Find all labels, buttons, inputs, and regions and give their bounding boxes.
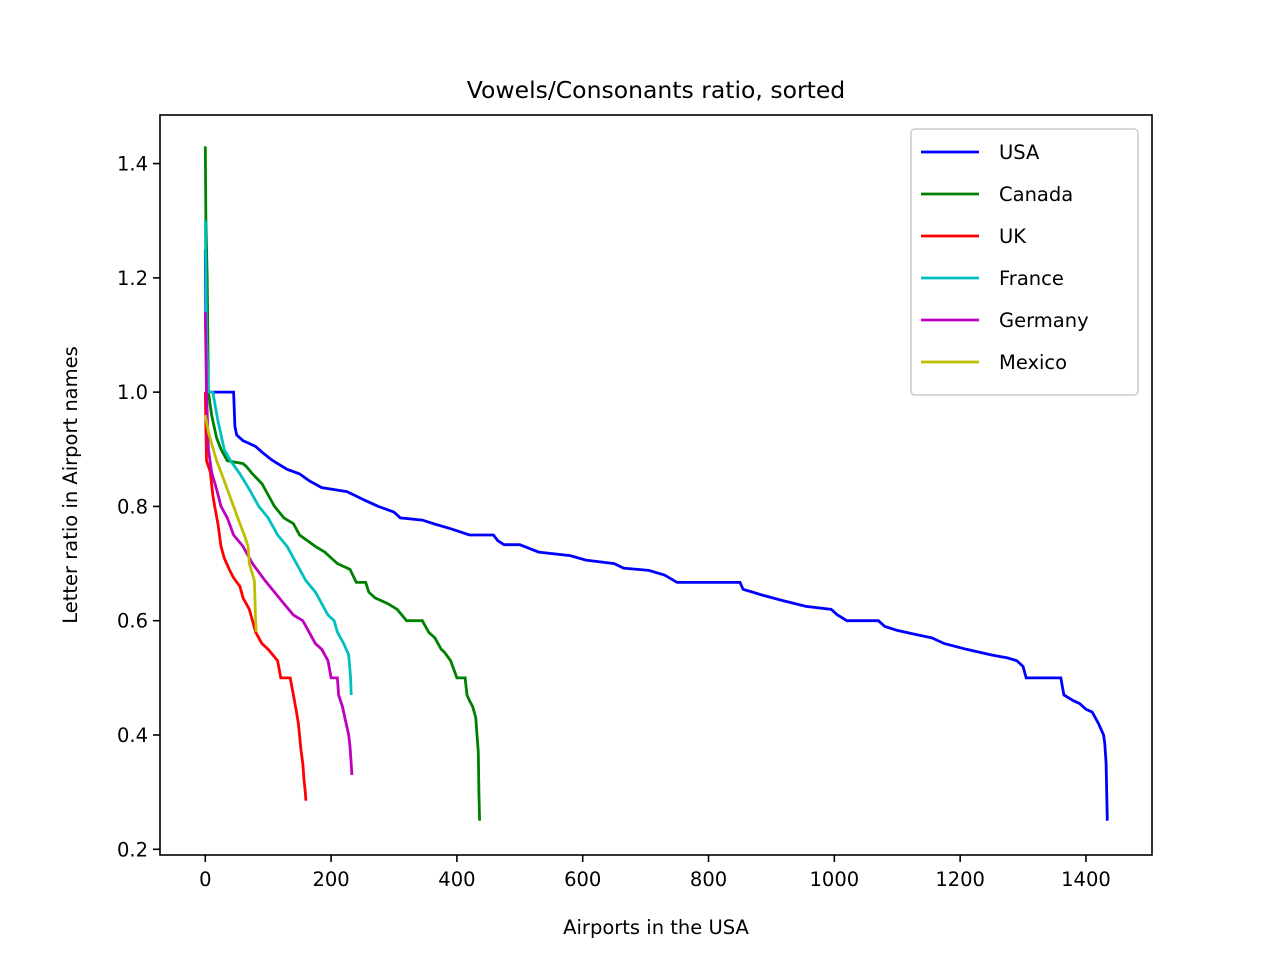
legend-label-mexico: Mexico xyxy=(999,351,1067,374)
x-tick-label: 0 xyxy=(199,868,211,891)
series-line-mexico xyxy=(203,414,258,633)
legend: USA Canada UK France Germany Mexico xyxy=(910,128,1139,396)
y-tick-label: 1.0 xyxy=(117,381,148,404)
series-line-germany xyxy=(203,312,354,776)
y-tick-label: 1.4 xyxy=(117,153,148,176)
x-tick-label: 200 xyxy=(312,868,349,891)
legend-label-usa: USA xyxy=(999,141,1040,164)
axes-frame xyxy=(159,114,1153,856)
x-tick-label: 600 xyxy=(564,868,601,891)
y-tick-label: 0.2 xyxy=(117,838,148,861)
legend-label-france: France xyxy=(999,267,1064,290)
plot-area xyxy=(159,114,1153,856)
y-tick-label: 0.6 xyxy=(117,610,148,633)
y-axis-label: Letter ratio in Airport names xyxy=(59,346,82,624)
legend-box xyxy=(910,128,1139,396)
x-tick-label: 1400 xyxy=(1061,868,1111,891)
x-tick-label: 1000 xyxy=(810,868,860,891)
legend-label-germany: Germany xyxy=(999,309,1089,332)
series-line-uk xyxy=(203,392,308,801)
x-axis-label: Airports in the USA xyxy=(563,916,749,939)
series-line-france xyxy=(203,220,353,696)
y-tick-label: 0.8 xyxy=(117,495,148,518)
y-tick-label: 1.2 xyxy=(117,267,148,290)
series-line-usa xyxy=(203,249,1109,821)
y-tick-label: 0.4 xyxy=(117,724,148,747)
legend-label-uk: UK xyxy=(999,225,1027,248)
y-axis: 0.2 0.4 0.6 0.8 1.0 1.2 1.4 xyxy=(117,153,160,861)
x-tick-label: 800 xyxy=(690,868,727,891)
chart-title: Vowels/Consonants ratio, sorted xyxy=(467,76,845,104)
x-tick-label: 1200 xyxy=(935,868,985,891)
x-tick-label: 400 xyxy=(438,868,475,891)
x-axis: 0 200 400 600 800 1000 1200 1400 xyxy=(199,855,1111,891)
series-line-canada xyxy=(203,146,481,821)
legend-label-canada: Canada xyxy=(999,183,1073,206)
